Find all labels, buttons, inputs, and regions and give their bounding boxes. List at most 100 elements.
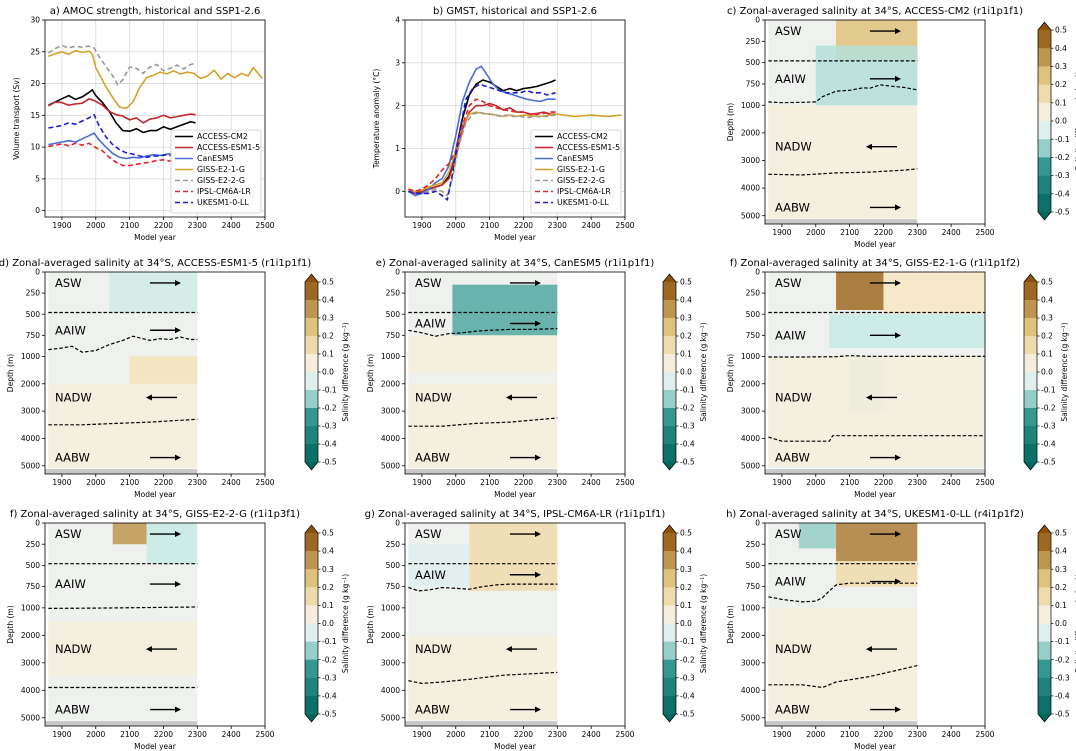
water-mass-label: AABW	[55, 703, 90, 717]
water-mass-label: NADW	[415, 390, 452, 404]
x-tick-label: 2200	[874, 730, 893, 739]
colorbar-extend-bottom	[305, 714, 318, 722]
colorbar-tick-label: 0.5	[680, 278, 692, 287]
series-line-giss-e2-2-g	[408, 111, 556, 197]
salinity-anomaly	[883, 272, 985, 315]
flow-arrow-head	[535, 279, 541, 286]
series-line-ukesm1-0-ll	[408, 83, 556, 201]
x-tick-label: 2500	[975, 228, 994, 237]
salinity-anomaly	[408, 544, 470, 587]
flow-arrow-head	[535, 454, 541, 461]
flow-arrow	[869, 531, 901, 538]
y-tick-label: 5	[35, 174, 40, 183]
y-tick-label: 250	[746, 289, 761, 298]
legend-label: CanESM5	[557, 154, 594, 163]
flow-arrow-head	[865, 143, 872, 150]
colorbar-segment	[305, 426, 318, 445]
colorbar: 0.5 0.4 0.3 0.2 0.1 0.0 -0.1 -0.2 -0.3 -0.4 -0.5 Sa…	[1037, 524, 1076, 723]
water-mass-label: AABW	[775, 703, 810, 717]
y-tick-label: 25	[30, 47, 40, 56]
water-mass-label: ASW	[775, 527, 802, 541]
y-tick-label: 1000	[381, 352, 400, 361]
colorbar-segment	[663, 569, 676, 588]
plot-frame	[404, 271, 626, 475]
colorbar-tick-label: 0.1	[680, 350, 692, 359]
y-tick-label: 500	[26, 561, 41, 570]
water-mass-label: NADW	[775, 140, 812, 154]
y-tick-label: 1	[395, 144, 400, 153]
panel-a: 1900 2000 2100 2200 2300 2400 2500 0 5 10 15 20 25 30…	[12, 6, 275, 242]
water-mass-label: AAIW	[775, 328, 806, 342]
colorbar-segment	[1038, 193, 1051, 213]
boundary-line	[768, 168, 918, 176]
x-tick-label: 2000	[446, 478, 465, 487]
y-tick-label: 500	[746, 58, 761, 67]
colorbar-tick-label: -0.1	[680, 386, 695, 395]
y-axis-label: Depth (m)	[726, 605, 735, 643]
panel-g: ASW AAIW NADW AABW 1900 2000 2100 2200 2300 2400 2…	[365, 509, 708, 751]
colorbar-tick-label: -0.5	[1055, 208, 1070, 217]
x-tick-label: 1900	[772, 730, 791, 739]
x-tick-label: 2000	[86, 730, 105, 739]
flow-arrow-head	[895, 454, 901, 461]
flow-arrow-head	[865, 646, 872, 653]
flow-arrow	[869, 706, 901, 713]
chart-title: f) Zonal-averaged salinity at 34°S, GISS…	[730, 258, 1020, 269]
y-tick-label: 250	[26, 540, 41, 549]
salinity-anomaly	[829, 314, 985, 348]
colorbar-tick-label: 0.3	[1041, 314, 1053, 323]
salinity-anomaly	[112, 523, 147, 545]
legend-label: GISS-E2-2-G	[557, 176, 605, 185]
y-tick-label: 5000	[21, 461, 40, 470]
colorbar-tick-label: -0.3	[680, 422, 695, 431]
colorbar-label: Salinity difference (g kg⁻¹)	[1074, 574, 1076, 673]
y-axis-label: Depth (m)	[366, 354, 375, 392]
x-tick-label: 2100	[840, 730, 859, 739]
legend-label: ACCESS-ESM1-5	[557, 143, 620, 152]
boundary-line	[48, 335, 198, 353]
y-tick-label: 750	[386, 331, 401, 340]
panel-f2: ASW AAIW NADW AABW 1900 2000 2100 2200 2300 2400 2…	[6, 509, 350, 751]
salinity-anomaly	[836, 561, 918, 587]
colorbar-tick-label: 0.0	[1055, 117, 1067, 126]
colorbar-tick-label: -0.2	[680, 655, 695, 664]
colorbar-segment	[1024, 426, 1037, 445]
y-tick-label: 750	[746, 582, 761, 591]
legend-label: GISS-E2-1-G	[197, 165, 245, 174]
colorbar-tick-label: 0.2	[680, 332, 692, 341]
x-tick-label: 2400	[942, 478, 961, 487]
salinity-anomaly	[768, 356, 985, 466]
colorbar-tick-label: -0.5	[680, 458, 695, 467]
colorbar-segment	[305, 641, 318, 660]
salinity-anomaly	[109, 272, 198, 313]
colorbar-segment	[305, 623, 318, 642]
x-axis-label: Model year	[854, 742, 897, 751]
colorbar-segment	[1038, 102, 1051, 122]
flow-arrow-head	[895, 332, 901, 339]
x-tick-label: 2500	[615, 478, 634, 487]
colorbar-tick-label: 0.3	[680, 565, 692, 574]
flow-arrow-head	[895, 706, 901, 713]
x-tick-label: 2100	[120, 730, 139, 739]
y-tick-label: 0	[395, 519, 400, 528]
salinity-anomaly	[469, 523, 558, 591]
x-tick-label: 2400	[582, 221, 601, 230]
colorbar-tick-label: -0.1	[1041, 386, 1056, 395]
colorbar-tick-label: -0.4	[1041, 440, 1056, 449]
x-tick-label: 2200	[874, 478, 893, 487]
colorbar-extend-top	[663, 274, 676, 282]
colorbar: 0.5 0.4 0.3 0.2 0.1 0.0 -0.1 -0.2 -0.3 -0.4 -0.5 Sa…	[662, 273, 708, 471]
colorbar-tick-label: 0.5	[322, 278, 334, 287]
x-tick-label: 2500	[615, 730, 634, 739]
colorbar-tick-label: 0.1	[1041, 350, 1053, 359]
colorbar-segment	[1038, 695, 1051, 715]
panel-h: ASW AAIW NADW AABW 1900 2000 2100 2200 2300 2400 2…	[726, 509, 1076, 751]
x-axis-label: Model year	[494, 742, 537, 751]
water-mass-label: AABW	[55, 451, 90, 465]
chart-title: f) Zonal-averaged salinity at 34°S, GISS…	[10, 509, 300, 520]
chart-title: h) Zonal-averaged salinity at 34°S, UKES…	[726, 509, 1024, 520]
series-line-canesm5	[48, 132, 195, 160]
colorbar-segment	[1038, 569, 1051, 588]
y-tick-label: 3	[395, 58, 400, 67]
colorbar-tick-label: -0.3	[1055, 673, 1070, 682]
